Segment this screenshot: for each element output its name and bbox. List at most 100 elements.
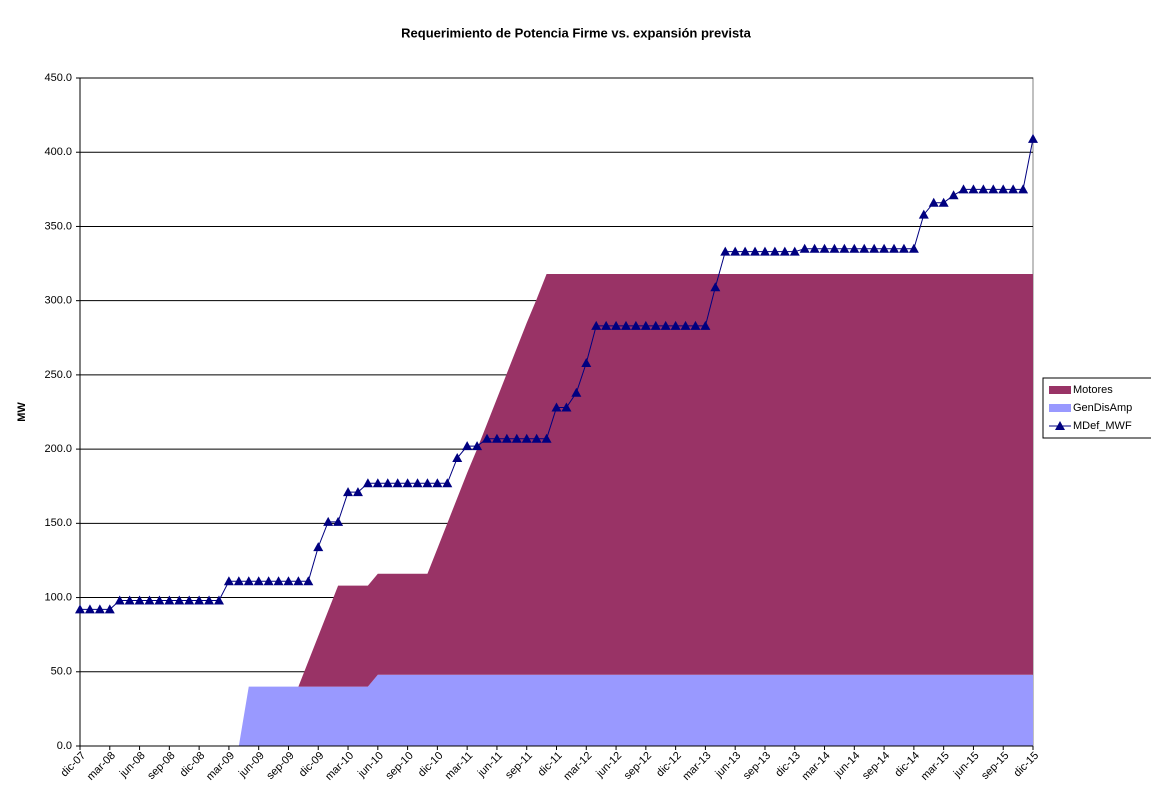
marker xyxy=(720,246,731,256)
marker xyxy=(154,595,165,605)
marker xyxy=(134,595,145,605)
legend-label: Motores xyxy=(1073,384,1113,396)
marker xyxy=(164,595,175,605)
x-tick-label: sep-13 xyxy=(741,750,773,782)
marker xyxy=(898,243,909,253)
marker xyxy=(323,516,334,526)
marker xyxy=(640,320,651,330)
x-tick-label: mar-14 xyxy=(800,750,833,783)
chart-title: Requerimiento de Potencia Firme vs. expa… xyxy=(401,25,751,40)
marker xyxy=(422,478,433,488)
marker xyxy=(938,197,949,207)
marker xyxy=(690,320,701,330)
x-tick-label: sep-08 xyxy=(145,750,177,782)
marker xyxy=(829,243,840,253)
marker xyxy=(819,243,830,253)
x-tick-label: jun-08 xyxy=(117,750,148,781)
x-tick-label: mar-11 xyxy=(443,750,476,783)
marker xyxy=(333,516,344,526)
marker xyxy=(561,402,572,412)
x-tick-label: dic-07 xyxy=(58,750,88,780)
marker xyxy=(263,576,274,586)
legend-marker xyxy=(1055,421,1065,430)
area xyxy=(80,273,1033,746)
marker xyxy=(432,478,443,488)
marker xyxy=(779,246,790,256)
marker xyxy=(94,604,105,614)
x-tick-label: jun-14 xyxy=(832,750,863,781)
marker xyxy=(571,387,582,397)
marker xyxy=(591,320,602,330)
x-tick-label: dic-12 xyxy=(654,750,684,780)
marker xyxy=(223,576,234,586)
x-tick-label: sep-15 xyxy=(979,750,1011,782)
marker xyxy=(700,320,711,330)
marker xyxy=(730,246,741,256)
area xyxy=(80,674,1033,746)
marker xyxy=(303,576,314,586)
x-tick-label: jun-10 xyxy=(355,750,386,781)
marker xyxy=(581,358,592,368)
marker xyxy=(273,576,284,586)
x-tick-label: mar-15 xyxy=(919,750,952,783)
marker xyxy=(233,576,244,586)
marker xyxy=(620,320,631,330)
marker xyxy=(968,184,979,194)
marker xyxy=(869,243,880,253)
y-tick-label: 300.0 xyxy=(44,295,72,307)
marker xyxy=(382,478,393,488)
x-tick-label: dic-08 xyxy=(178,750,208,780)
x-tick-label: dic-13 xyxy=(773,750,803,780)
x-tick-label: sep-12 xyxy=(622,750,654,782)
x-tick-label: sep-09 xyxy=(264,750,296,782)
legend-swatch xyxy=(1049,386,1071,394)
marker xyxy=(879,243,890,253)
marker xyxy=(204,595,215,605)
marker xyxy=(710,282,721,292)
legend-swatch xyxy=(1049,404,1071,412)
y-tick-label: 250.0 xyxy=(44,369,72,381)
marker xyxy=(352,487,363,497)
x-tick-label: sep-14 xyxy=(860,750,892,782)
marker xyxy=(501,433,512,443)
marker xyxy=(958,184,969,194)
marker xyxy=(551,402,562,412)
marker xyxy=(104,604,115,614)
x-tick-label: jun-11 xyxy=(475,750,505,780)
marker xyxy=(442,478,453,488)
y-axis-title: MW xyxy=(16,402,28,422)
marker xyxy=(948,190,959,200)
marker xyxy=(531,433,542,443)
x-tick-label: jun-13 xyxy=(713,750,744,781)
marker xyxy=(75,604,85,614)
x-tick-label: mar-12 xyxy=(561,750,594,783)
x-tick-label: dic-10 xyxy=(416,750,446,780)
x-tick-label: mar-08 xyxy=(85,750,118,783)
marker xyxy=(759,246,770,256)
legend-label: MDef_MWF xyxy=(1073,420,1132,432)
marker xyxy=(472,441,483,451)
marker xyxy=(988,184,999,194)
marker xyxy=(799,243,810,253)
marker xyxy=(412,478,423,488)
marker xyxy=(1028,133,1038,143)
marker xyxy=(839,243,850,253)
marker xyxy=(84,604,95,614)
marker xyxy=(114,595,125,605)
marker xyxy=(680,320,691,330)
marker xyxy=(978,184,989,194)
marker xyxy=(859,243,870,253)
marker xyxy=(1018,184,1029,194)
x-tick-label: mar-09 xyxy=(204,750,237,783)
marker xyxy=(293,576,304,586)
marker xyxy=(243,576,254,586)
y-tick-label: 100.0 xyxy=(44,591,72,603)
marker xyxy=(809,243,820,253)
x-tick-label: jun-15 xyxy=(951,750,982,781)
marker xyxy=(521,433,532,443)
x-tick-label: dic-09 xyxy=(297,750,327,780)
marker xyxy=(889,243,900,253)
marker xyxy=(650,320,661,330)
y-tick-label: 350.0 xyxy=(44,220,72,232)
